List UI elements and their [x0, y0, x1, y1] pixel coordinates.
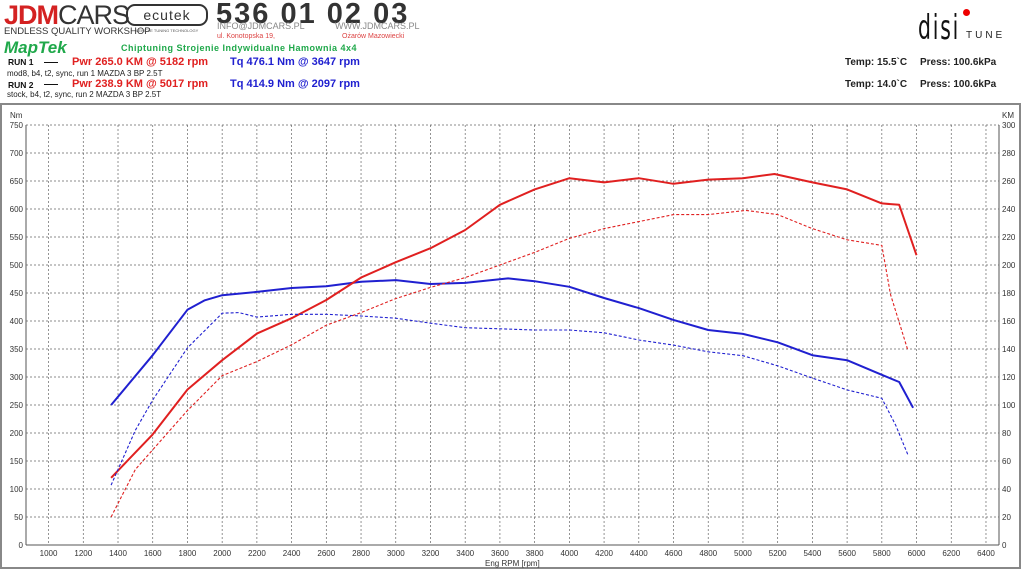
run2-line-sample — [44, 84, 58, 85]
run2-press: Press: 100.6kPa — [920, 79, 997, 90]
x-tick-label: 4000 — [560, 549, 578, 558]
left-tick-label: 150 — [10, 457, 24, 466]
disi-tune-text: TUNE — [966, 30, 1006, 41]
x-tick-label: 3600 — [491, 549, 509, 558]
x-tick-label: 4800 — [699, 549, 717, 558]
x-tick-label: 5200 — [769, 549, 787, 558]
right-tick-label: 0 — [1002, 541, 1007, 550]
x-tick-label: 3400 — [456, 549, 474, 558]
city: Ożarów Mazowiecki — [342, 33, 405, 40]
run1-torque: Tq 476.1 Nm @ 3647 rpm — [230, 56, 360, 68]
right-tick-label: 240 — [1002, 205, 1016, 214]
run2-torque-line — [110, 312, 909, 486]
right-tick-label: 160 — [1002, 317, 1016, 326]
run2-temp: Temp: 14.0`C — [845, 79, 908, 90]
left-tick-label: 250 — [10, 401, 24, 410]
left-tick-label: 650 — [10, 177, 24, 186]
run1-torque-line — [110, 277, 914, 409]
slogan: Chiptuning Strojenie Indywidualne Hamown… — [121, 43, 358, 53]
left-tick-label: 550 — [10, 233, 24, 242]
left-tick-label: 0 — [19, 541, 24, 550]
left-tick-label: 350 — [10, 345, 24, 354]
run2-power: Pwr 238.9 KM @ 5017 rpm — [72, 78, 209, 90]
run1-power-line — [110, 173, 918, 479]
right-tick-label: 200 — [1002, 261, 1016, 270]
left-tick-label: 50 — [14, 513, 23, 522]
right-tick-label: 20 — [1002, 513, 1011, 522]
left-tick-label: 750 — [10, 121, 24, 130]
x-tick-label: 5000 — [734, 549, 752, 558]
right-tick-label: 220 — [1002, 233, 1016, 242]
right-axis-label: KM — [1002, 111, 1014, 120]
run2-description: stock, b4, t2, sync, run 2 MAZDA 3 BP 2.… — [7, 90, 162, 99]
x-tick-label: 2800 — [352, 549, 370, 558]
x-tick-label: 1400 — [109, 549, 127, 558]
ecutek-tagline: VEHICLE TUNING TECHNOLOGY — [135, 28, 199, 33]
left-tick-label: 450 — [10, 289, 24, 298]
jdm-tagline: ENDLESS QUALITY WORKSHOP — [4, 26, 151, 37]
disi-logo-dot — [963, 9, 970, 16]
x-tick-label: 3800 — [526, 549, 544, 558]
x-tick-label: 1800 — [179, 549, 197, 558]
x-tick-label: 5800 — [873, 549, 891, 558]
address: ul. Konotopska 19, — [217, 33, 275, 40]
right-tick-label: 60 — [1002, 457, 1011, 466]
run1-line-sample — [44, 62, 58, 63]
x-tick-label: 4200 — [595, 549, 613, 558]
run2-power-line — [110, 209, 909, 518]
x-tick-label: 1600 — [144, 549, 162, 558]
x-tick-label: 6000 — [908, 549, 926, 558]
disi-logo: disi — [918, 8, 961, 48]
run1-description: mod8, b4, t2, sync, run 1 MAZDA 3 BP 2.5… — [7, 69, 163, 78]
x-tick-label: 5600 — [838, 549, 856, 558]
x-tick-label: 2600 — [317, 549, 335, 558]
chart-frame — [0, 103, 1021, 569]
left-tick-label: 700 — [10, 149, 24, 158]
left-tick-label: 300 — [10, 373, 24, 382]
run1-press: Press: 100.6kPa — [920, 57, 997, 68]
run2-torque: Tq 414.9 Nm @ 2097 rpm — [230, 78, 360, 90]
left-tick-label: 400 — [10, 317, 24, 326]
right-tick-label: 180 — [1002, 289, 1016, 298]
x-axis-label: Eng RPM [rpm] — [485, 559, 540, 568]
right-tick-label: 280 — [1002, 149, 1016, 158]
right-tick-label: 40 — [1002, 485, 1011, 494]
ecutek-logo: ecutek — [126, 4, 208, 26]
right-tick-label: 80 — [1002, 429, 1011, 438]
right-tick-label: 120 — [1002, 373, 1016, 382]
x-tick-label: 5400 — [803, 549, 821, 558]
right-tick-label: 140 — [1002, 345, 1016, 354]
x-tick-label: 4600 — [665, 549, 683, 558]
x-tick-label: 1200 — [74, 549, 92, 558]
x-tick-label: 6400 — [977, 549, 995, 558]
x-tick-label: 3200 — [422, 549, 440, 558]
run1-temp: Temp: 15.5`C — [845, 57, 908, 68]
x-tick-label: 2000 — [213, 549, 231, 558]
left-tick-label: 200 — [10, 429, 24, 438]
x-tick-label: 6200 — [942, 549, 960, 558]
right-tick-label: 260 — [1002, 177, 1016, 186]
jdmcars-logo: JDMCARS — [4, 0, 130, 30]
left-tick-label: 600 — [10, 205, 24, 214]
x-tick-label: 1000 — [40, 549, 58, 558]
maptek-logo: MapTek — [4, 38, 67, 57]
x-tick-label: 4400 — [630, 549, 648, 558]
left-tick-label: 100 — [10, 485, 24, 494]
x-tick-label: 2400 — [283, 549, 301, 558]
run2-label: RUN 2 — [8, 80, 34, 90]
website: WWW.JDMCARS.PL — [335, 21, 420, 31]
email: INFO@JDMCARS.PL — [217, 21, 305, 31]
run1-label: RUN 1 — [8, 57, 34, 67]
right-tick-label: 100 — [1002, 401, 1016, 410]
left-axis-label: Nm — [10, 111, 23, 120]
run1-power: Pwr 265.0 KM @ 5182 rpm — [72, 56, 209, 68]
x-tick-label: 3000 — [387, 549, 405, 558]
phone-number: 536 01 02 03 — [216, 0, 410, 30]
right-tick-label: 300 — [1002, 121, 1016, 130]
left-tick-label: 500 — [10, 261, 24, 270]
x-tick-label: 2200 — [248, 549, 266, 558]
